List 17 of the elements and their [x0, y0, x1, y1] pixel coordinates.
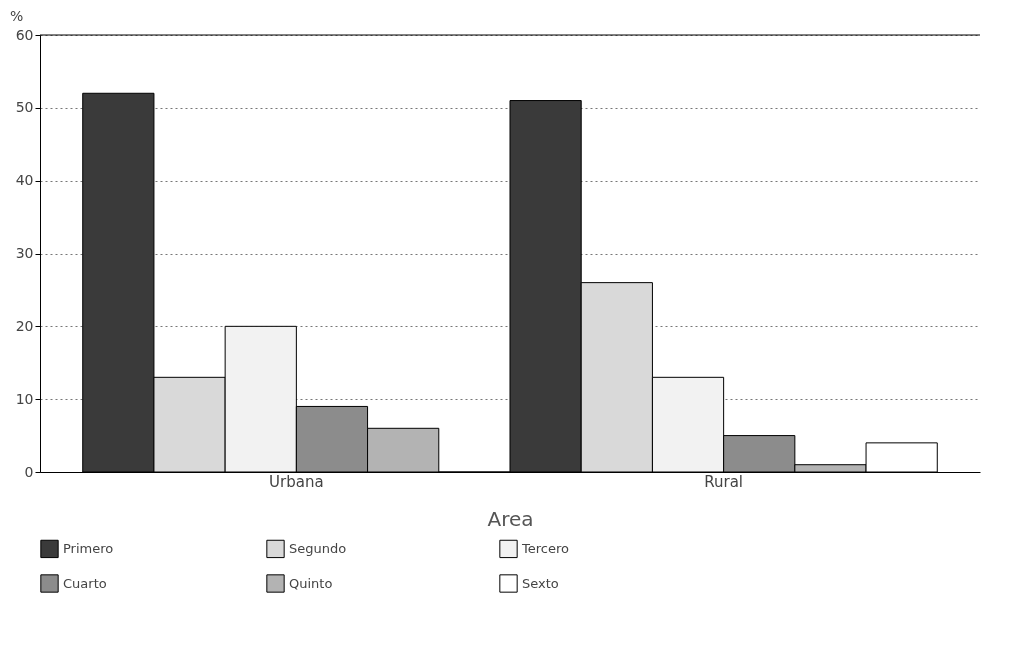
- legend-label: Tercero: [521, 540, 569, 556]
- y-tick-label: 20: [15, 317, 34, 334]
- y-tick-label: 30: [15, 245, 34, 261]
- y-tick-label: 50: [15, 99, 34, 116]
- x-tick-label: Rural: [704, 472, 744, 491]
- y-tick-label: 40: [15, 172, 34, 189]
- y-tick-label: 0: [24, 463, 34, 480]
- legend-label: Quinto: [289, 575, 333, 591]
- y-axis-title: %: [10, 8, 24, 24]
- y-tick-label: 60: [15, 26, 34, 43]
- x-axis-title: Area: [487, 506, 534, 531]
- x-tick-label: Urbana: [269, 472, 324, 491]
- legend-label: Sexto: [522, 575, 559, 591]
- y-tick-label: 10: [15, 390, 34, 407]
- legend-label: Segundo: [289, 540, 347, 556]
- legend-label: Cuarto: [63, 575, 107, 591]
- legend-label: Primero: [63, 540, 114, 556]
